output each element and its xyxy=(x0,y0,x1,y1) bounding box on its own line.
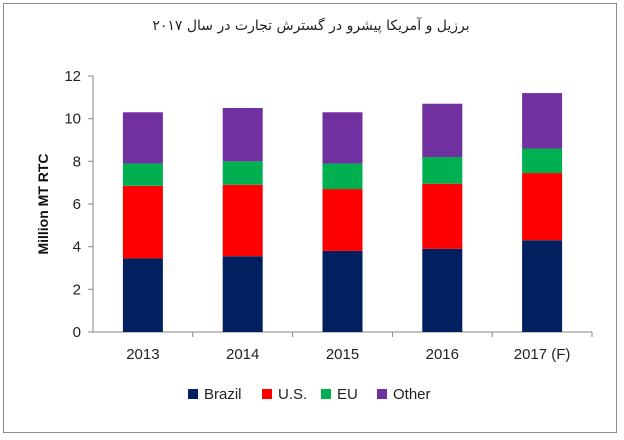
bar-segment-other-2017F xyxy=(522,93,563,149)
y-tick-label: 2 xyxy=(73,281,81,298)
y-axis-title: Million MT RTC xyxy=(35,153,51,254)
bar-segment-eu-2013 xyxy=(122,163,163,186)
y-tick-label: 0 xyxy=(73,324,81,341)
y-tick-label: 10 xyxy=(64,111,81,128)
bar-segment-other-2013 xyxy=(122,112,163,164)
chart-frame: برزیل و آمریکا پیشرو در گسترش تجارت در س… xyxy=(3,3,617,433)
legend-swatch xyxy=(321,389,331,399)
y-tick-label: 6 xyxy=(73,196,81,213)
bar-segment-brazil-2015 xyxy=(322,250,363,332)
legend-swatch xyxy=(377,389,387,399)
x-tick-label: 2017 (F) xyxy=(514,346,571,363)
bar-segment-brazil-2013 xyxy=(122,258,163,332)
bar-segment-eu-2014 xyxy=(222,161,263,185)
bar-segment-brazil-2014 xyxy=(222,256,263,332)
legend-label: EU xyxy=(337,386,358,403)
legend-label: Other xyxy=(393,386,431,403)
bar-segment-us-2014 xyxy=(222,184,263,257)
bar-segment-brazil-2017F xyxy=(522,240,563,332)
x-tick-label: 2014 xyxy=(226,346,259,363)
bar-segment-eu-2016 xyxy=(422,157,463,184)
legend-label: Brazil xyxy=(204,386,242,403)
x-tick-label: 2015 xyxy=(326,346,359,363)
bar-segment-other-2014 xyxy=(222,108,263,162)
legend-swatch xyxy=(188,389,198,399)
bar-segment-eu-2015 xyxy=(322,163,363,190)
x-tick-label: 2013 xyxy=(126,346,159,363)
legend-swatch xyxy=(262,389,272,399)
bar-segment-us-2016 xyxy=(422,183,463,249)
bar-segment-us-2013 xyxy=(122,185,163,259)
bar-segment-brazil-2016 xyxy=(422,248,463,332)
bar-segment-other-2015 xyxy=(322,112,363,164)
bar-segment-us-2017F xyxy=(522,173,563,241)
legend-label: U.S. xyxy=(278,386,307,403)
x-tick-label: 2016 xyxy=(426,346,459,363)
chart-title: برزیل و آمریکا پیشرو در گسترش تجارت در س… xyxy=(152,18,470,34)
bar-segment-eu-2017F xyxy=(522,148,563,174)
y-tick-label: 8 xyxy=(73,153,81,170)
y-tick-label: 12 xyxy=(64,68,81,85)
bar-segment-us-2015 xyxy=(322,189,363,251)
y-tick-label: 4 xyxy=(73,239,81,256)
bar-segment-other-2016 xyxy=(422,103,463,158)
